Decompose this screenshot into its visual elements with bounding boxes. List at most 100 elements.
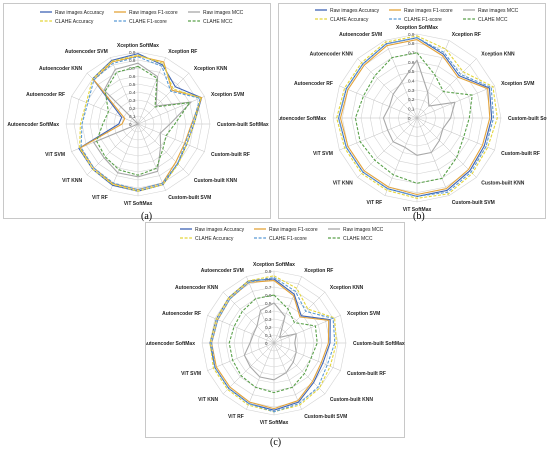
legend-label: Raw images Accuracy [330,8,380,14]
tick-label: 0.4 [129,90,136,95]
legend-label: CLAHE Accuracy [330,17,369,23]
tick-label: 0.6 [265,293,272,298]
legend-label: Raw images MCC [478,8,519,14]
series-clahe-accuracy [336,35,498,199]
legend-label: Raw images Accuracy [195,227,245,233]
panel-caption-c: (c) [270,437,282,448]
axis-label-custom-built-softmax: Custom-built SoftMax [217,122,269,128]
spoke-line [339,85,418,119]
tick-label: 0 [408,116,411,121]
tick-label: 0.3 [265,317,272,322]
tick-label: 0.9 [265,269,272,274]
tick-label: 0.9 [408,32,415,37]
spoke-line [110,123,139,191]
legend-label: CLAHE Accuracy [55,19,94,25]
tick-label: 0.3 [129,98,136,103]
spoke-line [384,40,418,119]
series-clahe-f1-score [338,37,495,197]
tick-label: 0.5 [129,82,136,87]
axis-label-vit-rf: ViT RF [228,414,244,420]
axis-label-vit-knn: ViT KNN [62,178,82,184]
spoke-line [273,342,341,371]
series-raw-images-f1-score [79,55,203,191]
tick-label: 0.6 [408,60,415,65]
spoke-line [357,117,418,178]
spoke-line [339,117,418,151]
axis-label-xception-knn: Xception KNN [330,285,364,291]
legend-label: Raw images F1-score [129,10,178,16]
axis-label-autoencoder-svm: Autoencoder SVM [339,32,382,38]
legend: Raw images Accuracy Raw images F1-score Ra… [40,10,244,25]
spoke-line [273,276,302,344]
tick-label: 0.5 [408,69,415,74]
legend-label: CLAHE F1-score [404,17,442,23]
axis-label-autoencoder-svm: Autoencoder SVM [201,268,244,274]
axis-label-custom-built-rf: Custom-built RF [501,151,540,157]
tick-label: 0.1 [265,333,272,338]
spoke-line [137,123,205,152]
axis-label-vit-knn: ViT KNN [333,180,353,186]
legend: Raw images Accuracy Raw images F1-score Ra… [315,8,519,23]
axis-label-vit-rf: ViT RF [366,200,382,206]
tick-label: 0 [129,122,132,127]
panel-caption-a: (a) [141,211,153,222]
axis-label-vit-softmax: ViT SoftMax [124,201,153,207]
axis-label-custom-built-softmax: Custom-built SoftMax [508,116,547,122]
legend-label: CLAHE MCC [478,17,508,23]
axis-label-custom-built-rf: Custom-built RF [347,371,386,377]
legend-label: CLAHE Accuracy [195,236,234,242]
axis-label-autoencoder-knn: Autoencoder KNN [310,52,353,58]
tick-label: 0.4 [265,309,272,314]
axis-label-vit-svm: ViT SVM [313,151,333,157]
axis-label-xception-svm: Xception SVM [211,92,244,98]
spoke-line [357,58,418,119]
series-raw-images-f1-score [339,39,491,196]
spoke-line [137,96,205,125]
axis-label-custom-built-knn: Custom-built KNN [194,178,237,184]
axis-label-autoencoder-knn: Autoencoder KNN [39,66,82,72]
panel-a: 0 0.1 0.2 0.3 0.4 0.5 0.6 0.7 0.8 0.9 Xception Sof… [3,3,271,219]
axis-label-autoencoder-rf: Autoencoder RF [26,92,65,98]
axis-label-autoencoder-rf: Autoencoder RF [162,311,201,317]
axis-label-xception-softmax: Xception SoftMax [253,262,295,268]
panel-b: 0 0.1 0.2 0.3 0.4 0.5 0.6 0.7 0.8 0.9 Xception Sof… [278,3,547,219]
axis-label-custom-built-svm: Custom-built SVM [452,200,495,206]
tick-label: 0.1 [129,114,136,119]
axis-label-xception-rf: Xception RF [452,32,481,38]
tick-label: 0.9 [129,50,136,55]
axis-label-autoencoder-softmax: Autoencoder SoftMax [279,116,326,122]
radar-grid [201,270,347,416]
axis-label-custom-built-svm: Custom-built SVM [168,195,211,201]
axis-label-custom-built-knn: Custom-built KNN [481,180,524,186]
legend-label: CLAHE F1-score [269,236,307,242]
axis-label-xception-rf: Xception RF [168,49,197,55]
series-clahe-mcc [96,65,191,176]
axis-label-autoencoder-softmax: Autoencoder SoftMax [146,341,195,347]
tick-label: 0.4 [408,79,415,84]
panel-c: 0 0.1 0.2 0.3 0.4 0.5 0.6 0.7 0.8 0.9 Xception Sof… [145,222,405,438]
legend: Raw images Accuracy Raw images F1-score Ra… [180,227,384,242]
spoke-line [416,85,495,119]
spoke-line [246,276,275,344]
series-clahe-f1-score [80,56,201,191]
tick-label: 0.3 [408,88,415,93]
axis-label-autoencoder-rf: Autoencoder RF [294,81,333,87]
spoke-line [416,58,477,119]
series-raw-images-mcc [93,62,192,178]
tick-label: 0.2 [129,106,136,111]
spoke-line [416,117,477,178]
radar-grid [332,33,502,203]
spoke-line [416,40,450,119]
tick-label: 0.5 [265,301,272,306]
axis-label-vit-svm: ViT SVM [45,152,65,158]
series-clahe-mcc [228,294,318,394]
spoke-line [207,342,275,371]
spoke-line [137,123,166,191]
legend-label: Raw images MCC [203,10,244,16]
spoke-line [416,117,495,151]
series-clahe-mcc [354,52,473,184]
radar-grid [65,51,211,197]
axis-label-xception-knn: Xception KNN [481,52,515,58]
axis-label-xception-softmax: Xception SoftMax [396,25,438,31]
